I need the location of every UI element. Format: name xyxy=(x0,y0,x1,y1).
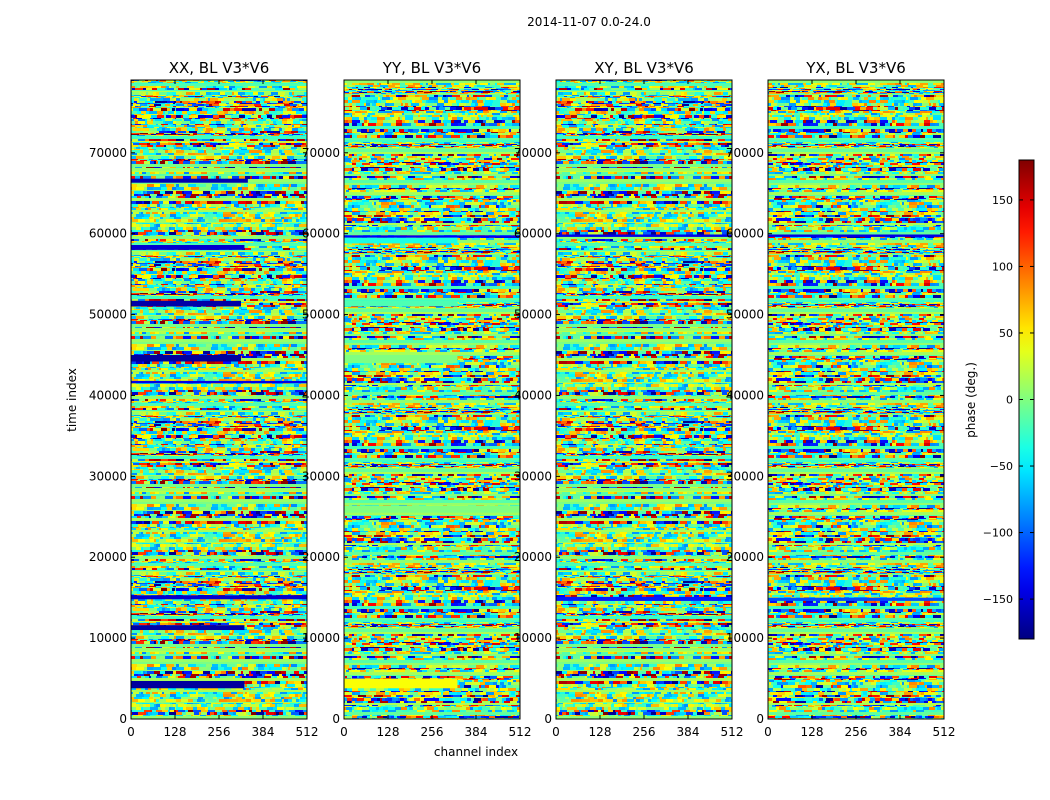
y-tick-label: 40000 xyxy=(89,388,127,402)
panel-3: XY, BL V3*V6 0 128 256 384 512 0 10000 20000 3000… xyxy=(514,59,744,739)
y-tick-label: 10000 xyxy=(726,631,764,645)
heatmap-band xyxy=(556,596,732,601)
x-tick-label: 384 xyxy=(889,725,912,739)
y-tick-label: 30000 xyxy=(302,469,340,483)
y-tick-label: 0 xyxy=(544,712,552,726)
y-tick-label: 20000 xyxy=(514,550,552,564)
panel-title: XX, BL V3*V6 xyxy=(169,59,270,77)
heatmap-image xyxy=(768,80,944,719)
x-tick-label: 512 xyxy=(721,725,744,739)
y-tick-label: 50000 xyxy=(726,308,764,322)
x-tick-label: 512 xyxy=(933,725,956,739)
y-tick-label: 0 xyxy=(119,712,127,726)
x-tick-label: 128 xyxy=(377,725,400,739)
y-tick-label: 70000 xyxy=(89,146,127,160)
y-tick-label: 20000 xyxy=(302,550,340,564)
y-tick-label: 60000 xyxy=(514,227,552,241)
heatmap-band xyxy=(344,505,520,513)
y-tick-label: 60000 xyxy=(726,227,764,241)
x-tick-label: 384 xyxy=(252,725,275,739)
y-tick-label: 70000 xyxy=(726,146,764,160)
x-tick-label: 128 xyxy=(589,725,612,739)
figure-title: 2014-11-07 0.0-24.0 xyxy=(527,15,651,29)
x-tick-label: 256 xyxy=(845,725,868,739)
y-tick-label: 40000 xyxy=(726,388,764,402)
x-tick-label: 0 xyxy=(340,725,348,739)
panel-title: YX, BL V3*V6 xyxy=(805,59,906,77)
colorbar-tick-label: −100 xyxy=(983,527,1013,540)
y-tick-label: 50000 xyxy=(514,308,552,322)
colorbar-tick-label: 150 xyxy=(992,194,1013,207)
x-tick-label: 256 xyxy=(208,725,231,739)
y-tick-label: 0 xyxy=(332,712,340,726)
y-tick-label: 30000 xyxy=(514,469,552,483)
y-tick-label: 50000 xyxy=(302,308,340,322)
colorbar-tick-label: 0 xyxy=(1006,394,1013,407)
y-tick-label: 0 xyxy=(756,712,764,726)
heatmap-image xyxy=(131,80,307,719)
heatmap-band xyxy=(131,245,245,250)
y-tick-label: 20000 xyxy=(726,550,764,564)
y-tick-label: 30000 xyxy=(89,469,127,483)
x-axis-label: channel index xyxy=(434,745,518,759)
heatmap-band xyxy=(131,625,245,631)
heatmap-image xyxy=(344,80,520,719)
colorbar-tick-label: −50 xyxy=(990,460,1013,473)
heatmap-band xyxy=(344,300,458,307)
x-tick-label: 512 xyxy=(296,725,319,739)
colorbar-tick-label: 50 xyxy=(999,327,1013,340)
y-tick-label: 10000 xyxy=(89,631,127,645)
panel-title: XY, BL V3*V6 xyxy=(594,59,694,77)
y-tick-label: 40000 xyxy=(514,388,552,402)
panel-title: YY, BL V3*V6 xyxy=(382,59,481,77)
y-tick-label: 70000 xyxy=(514,146,552,160)
y-tick-label: 60000 xyxy=(89,227,127,241)
heatmap-band xyxy=(131,595,307,600)
heatmap-band xyxy=(344,237,458,244)
heatmap-band xyxy=(131,380,307,384)
heatmap-band xyxy=(131,680,245,689)
y-tick-label: 70000 xyxy=(302,146,340,160)
panel-1: XX, BL V3*V6 0 128 256 384 512 0 10000 20000 3000… xyxy=(89,59,319,739)
colorbar-tick-label: −150 xyxy=(983,593,1013,606)
x-tick-label: 384 xyxy=(677,725,700,739)
panel-2: YY, BL V3*V6 0 128 256 384 512 0 10000 20000 3000… xyxy=(302,59,532,739)
heatmap-band xyxy=(344,355,458,364)
panel-4: YX, BL V3*V6 0 128 256 384 512 0 10000 20000 3000… xyxy=(726,59,956,739)
x-tick-label: 0 xyxy=(127,725,135,739)
panels: XX, BL V3*V6 0 128 256 384 512 0 10000 20000 3000… xyxy=(89,59,956,739)
x-tick-label: 0 xyxy=(552,725,560,739)
colorbar-tick-label: 100 xyxy=(992,260,1013,273)
heatmap-band xyxy=(131,355,241,362)
y-tick-label: 60000 xyxy=(302,227,340,241)
heatmap-band xyxy=(344,678,458,689)
heatmap-band xyxy=(344,235,520,238)
x-tick-label: 256 xyxy=(633,725,656,739)
colorbar-label: phase (deg.) xyxy=(964,362,978,438)
y-tick-label: 40000 xyxy=(302,388,340,402)
heatmap-band xyxy=(556,234,732,237)
y-tick-label: 20000 xyxy=(89,550,127,564)
x-tick-label: 512 xyxy=(509,725,532,739)
y-tick-label: 30000 xyxy=(726,469,764,483)
x-tick-label: 128 xyxy=(164,725,187,739)
x-tick-label: 0 xyxy=(764,725,772,739)
colorbar: −150 −100 −50 0 50 100 150 phase (deg.) xyxy=(964,159,1035,640)
x-tick-label: 256 xyxy=(421,725,444,739)
heatmap-band xyxy=(768,234,944,237)
x-tick-label: 128 xyxy=(801,725,824,739)
y-axis-label: time index xyxy=(65,368,79,432)
y-tick-label: 10000 xyxy=(302,631,340,645)
heatmap-band xyxy=(768,597,944,601)
y-tick-label: 50000 xyxy=(89,308,127,322)
heatmap-band xyxy=(131,300,241,307)
x-tick-label: 384 xyxy=(465,725,488,739)
heatmap-image xyxy=(556,80,732,719)
y-tick-label: 10000 xyxy=(514,631,552,645)
heatmap-band xyxy=(131,178,248,183)
